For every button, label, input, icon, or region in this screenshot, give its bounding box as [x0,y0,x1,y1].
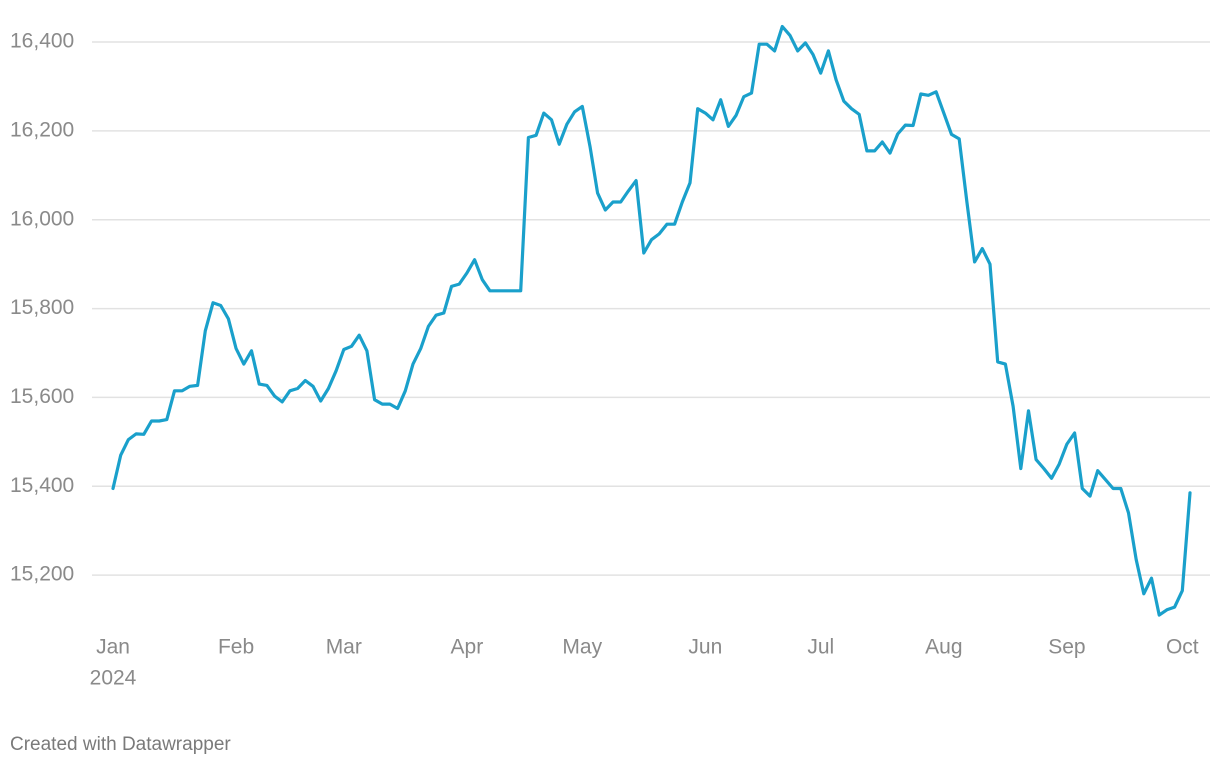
y-tick-label: 15,800 [10,296,74,319]
y-tick-label: 15,400 [10,474,74,497]
x-tick-label: Jan [96,636,130,659]
x-tick-label: Sep [1048,636,1085,659]
y-tick-label: 15,200 [10,563,74,586]
x-year-label: 2024 [90,667,137,690]
y-tick-label: 16,200 [10,118,74,141]
y-tick-label: 16,400 [10,30,74,53]
x-tick-label: Jun [688,636,722,659]
x-tick-label: Apr [451,636,484,659]
x-tick-label: Feb [218,636,254,659]
footer: Created with Datawrapper [10,734,231,755]
line [111,24,1192,617]
x-tick-label: Oct [1166,636,1199,659]
y-tick-label: 15,600 [10,385,74,408]
y-tick-label: 16,000 [10,207,74,230]
x-tick-label: Jul [807,636,834,659]
x-tick-label: Aug [925,636,962,659]
x-tick-label: Mar [326,636,362,659]
x-tick-label: May [562,636,602,659]
